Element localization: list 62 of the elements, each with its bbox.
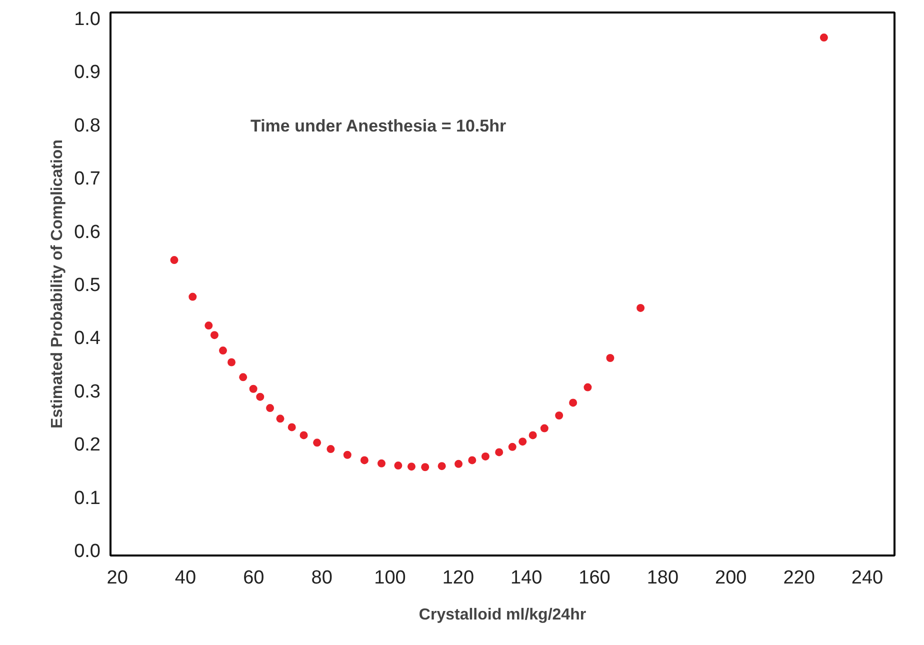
point [495, 448, 504, 456]
point [421, 463, 430, 472]
point [394, 462, 402, 470]
point [313, 438, 322, 447]
point [228, 358, 236, 366]
x-axis-title: Crystalloid ml/kg/24hr [418, 606, 586, 624]
point [188, 292, 197, 301]
point [606, 354, 614, 362]
point [218, 346, 227, 355]
point [326, 445, 335, 454]
y-axis-title: Estimated Probability of Complication [49, 140, 66, 428]
y-tick-label: 0.3 [74, 381, 101, 402]
point [204, 322, 213, 330]
point [820, 34, 828, 42]
x-tick-label: 200 [715, 568, 747, 588]
y-tick-label: 0.7 [74, 168, 101, 190]
point [210, 331, 218, 340]
y-tick-label: 0.0 [74, 541, 101, 562]
point [249, 384, 258, 393]
point [360, 456, 368, 464]
y-tick-label: 0.5 [74, 275, 101, 296]
point [555, 412, 564, 420]
x-tick-label: 160 [578, 568, 610, 588]
point [343, 450, 352, 459]
x-tick-label: 140 [510, 568, 542, 588]
point [256, 392, 264, 401]
x-tick-label: 20 [106, 568, 128, 588]
y-tick-label: 0.6 [74, 222, 101, 243]
x-tick-label: 60 [243, 568, 264, 588]
x-tick-label: 220 [783, 568, 815, 588]
point [518, 438, 527, 446]
y-tick-label: 1.0 [74, 8, 101, 30]
point [266, 404, 274, 412]
point [636, 304, 645, 312]
x-tick-label: 180 [646, 568, 679, 588]
point [170, 256, 178, 264]
point [569, 398, 578, 407]
x-tick-label: 120 [442, 568, 474, 588]
point [468, 456, 476, 464]
y-tick-label: 0.1 [74, 488, 101, 509]
point [454, 460, 463, 468]
y-tick-label: 0.4 [74, 328, 101, 350]
point [377, 459, 386, 468]
y-tick-label: 0.8 [74, 115, 101, 136]
x-tick-label: 240 [851, 568, 884, 588]
point [481, 452, 490, 460]
annotation: Time under Anesthesia = 10.5hr [250, 116, 506, 136]
point [508, 442, 516, 451]
point [584, 383, 592, 392]
point [239, 373, 248, 382]
point [276, 414, 284, 423]
point [288, 423, 296, 432]
y-tick-label: 0.2 [74, 434, 101, 456]
point [407, 462, 416, 471]
point [300, 431, 308, 440]
x-tick-label: 80 [311, 568, 332, 588]
point [540, 424, 548, 432]
point [528, 431, 537, 440]
y-tick-label: 0.9 [74, 62, 101, 84]
x-tick-label: 40 [174, 568, 196, 588]
point [438, 462, 446, 470]
x-tick-label: 100 [374, 568, 406, 588]
